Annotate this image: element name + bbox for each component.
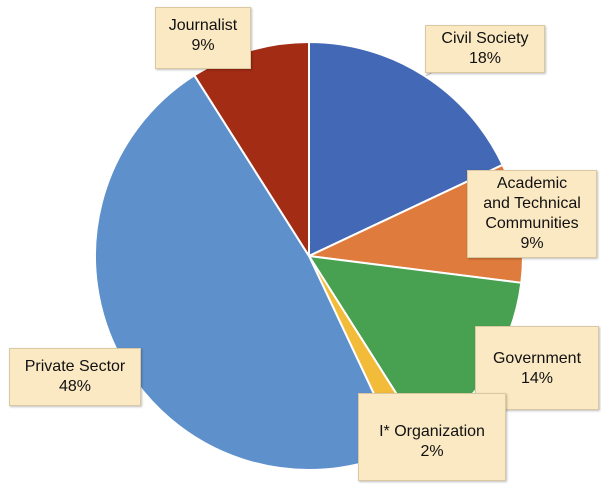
label-private-sector: Private Sector 48% — [9, 348, 141, 406]
label-government: Government 14% — [475, 326, 599, 410]
academic-name-line3: Communities — [485, 215, 579, 232]
journalist-value: 9% — [191, 37, 215, 54]
slice-civil-society — [308, 40, 504, 258]
government-value: 14% — [520, 370, 554, 387]
academic-value: 9% — [520, 235, 544, 252]
label-i-organization: I* Organization 2% — [358, 393, 506, 481]
i-organization-value: 2% — [420, 443, 444, 460]
academic-name-line1: Academic — [496, 175, 568, 192]
label-academic-technical: Academic and Technical Communities 9% — [467, 170, 597, 258]
label-journalist: Journalist 9% — [155, 7, 251, 69]
academic-name-line2: and Technical — [483, 195, 581, 212]
label-civil-society: Civil Society 18% — [425, 25, 545, 73]
private-sector-value: 48% — [58, 378, 92, 395]
government-name: Government — [492, 350, 582, 367]
i-organization-name: I* Organization — [379, 423, 485, 440]
journalist-name: Journalist — [168, 17, 238, 34]
civil-society-name: Civil Society — [441, 30, 529, 47]
private-sector-name: Private Sector — [24, 358, 126, 375]
civil-society-value: 18% — [468, 50, 502, 67]
